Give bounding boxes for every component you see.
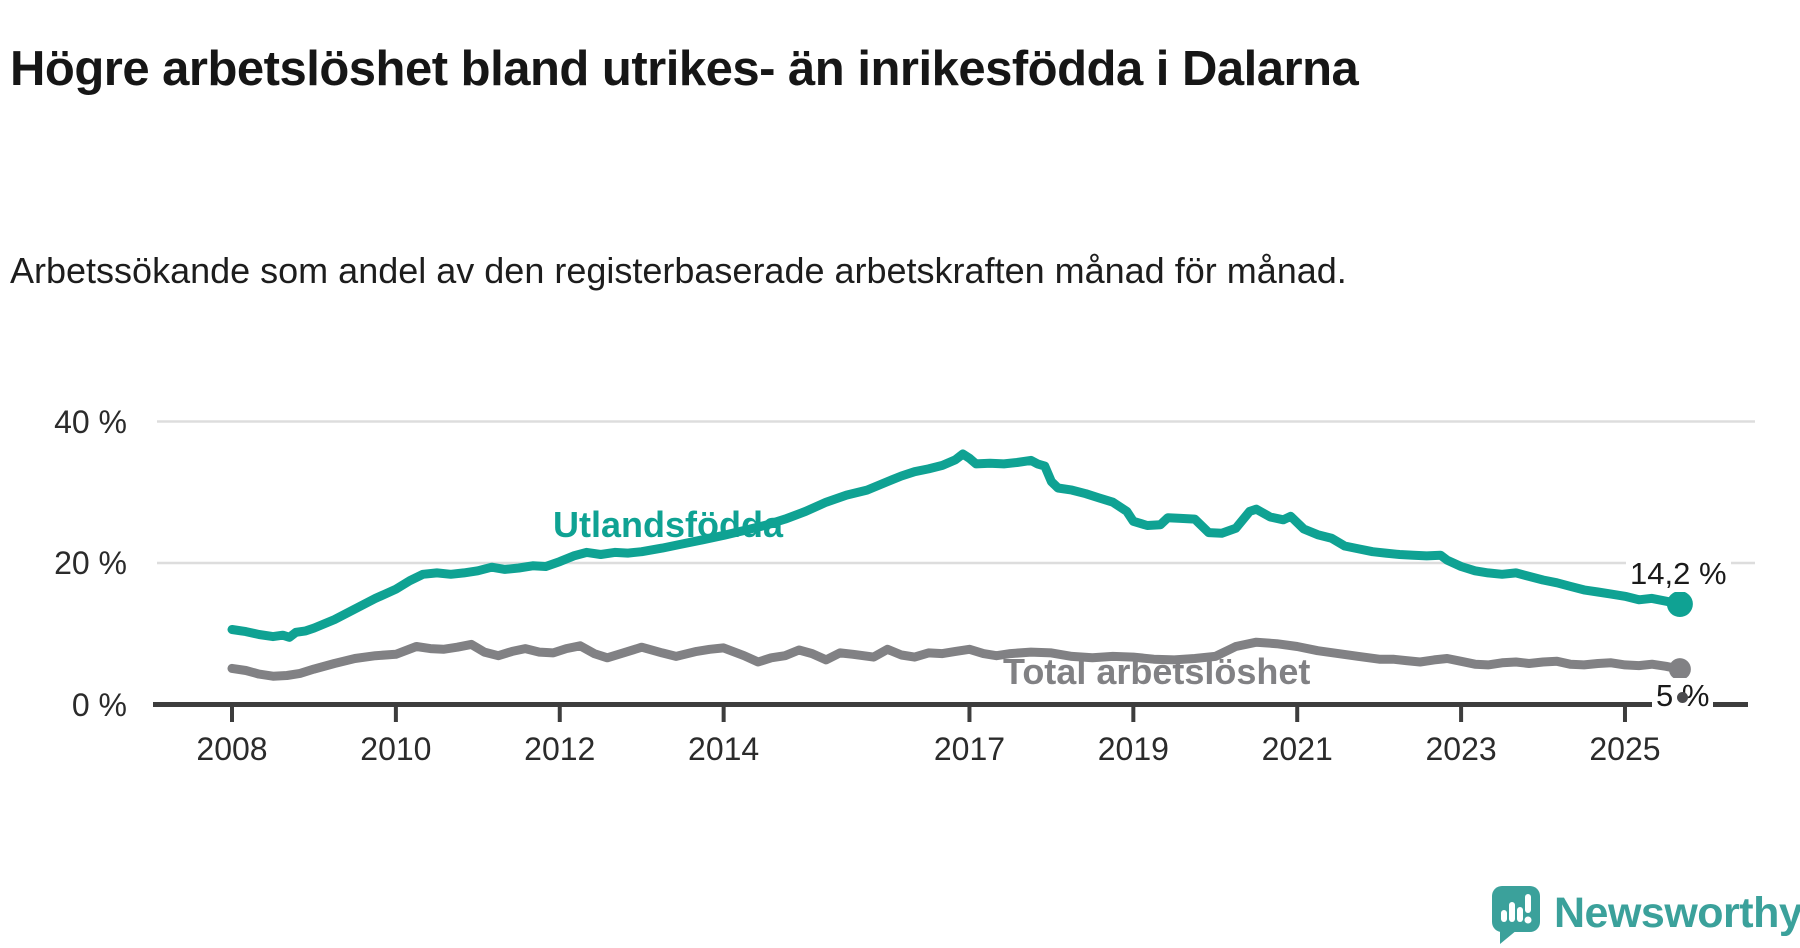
y-axis-tick-label: 0 % (71, 686, 127, 723)
x-axis-tick-label: 2023 (1425, 731, 1497, 767)
x-axis-tick-label: 2025 (1589, 731, 1661, 767)
end-value-label-utlandsfodda: 14,2 % (1626, 556, 1731, 592)
x-axis-tick-label: 2014 (688, 731, 760, 767)
chart-subtitle: Arbetssökande som andel av den registerb… (10, 250, 1347, 291)
y-axis-tick-label: 40 % (54, 403, 127, 440)
axis-end-dot (1677, 692, 1688, 703)
series-endpoint-dot (1668, 658, 1691, 681)
x-axis-tick-label: 2021 (1261, 731, 1333, 767)
series-line-utlandsfodda (227, 449, 1685, 642)
x-axis-tick-label: 2019 (1097, 731, 1169, 767)
newsworthy-logo-icon (1492, 886, 1540, 944)
series-line-total (227, 637, 1685, 681)
x-axis-tick-label: 2017 (933, 731, 1006, 767)
x-axis-tick-label: 2012 (524, 731, 596, 767)
page-title: Högre arbetslöshet bland utrikes- än inr… (10, 41, 1359, 96)
x-axis-tick-label: 2010 (360, 731, 432, 767)
y-axis-tick-label: 20 % (54, 545, 127, 581)
x-axis-tick-label: 2008 (196, 731, 268, 767)
series-endpoint-dot (1666, 591, 1693, 618)
newsworthy-wordmark: Newsworthy (1554, 888, 1800, 937)
newsworthy-logo: Newsworthy (1490, 884, 1800, 946)
series-label-utlandsfodda: Utlandsfödda (553, 504, 783, 545)
series-label-total-arbetsloshet: Total arbetslöshet (1003, 651, 1311, 692)
